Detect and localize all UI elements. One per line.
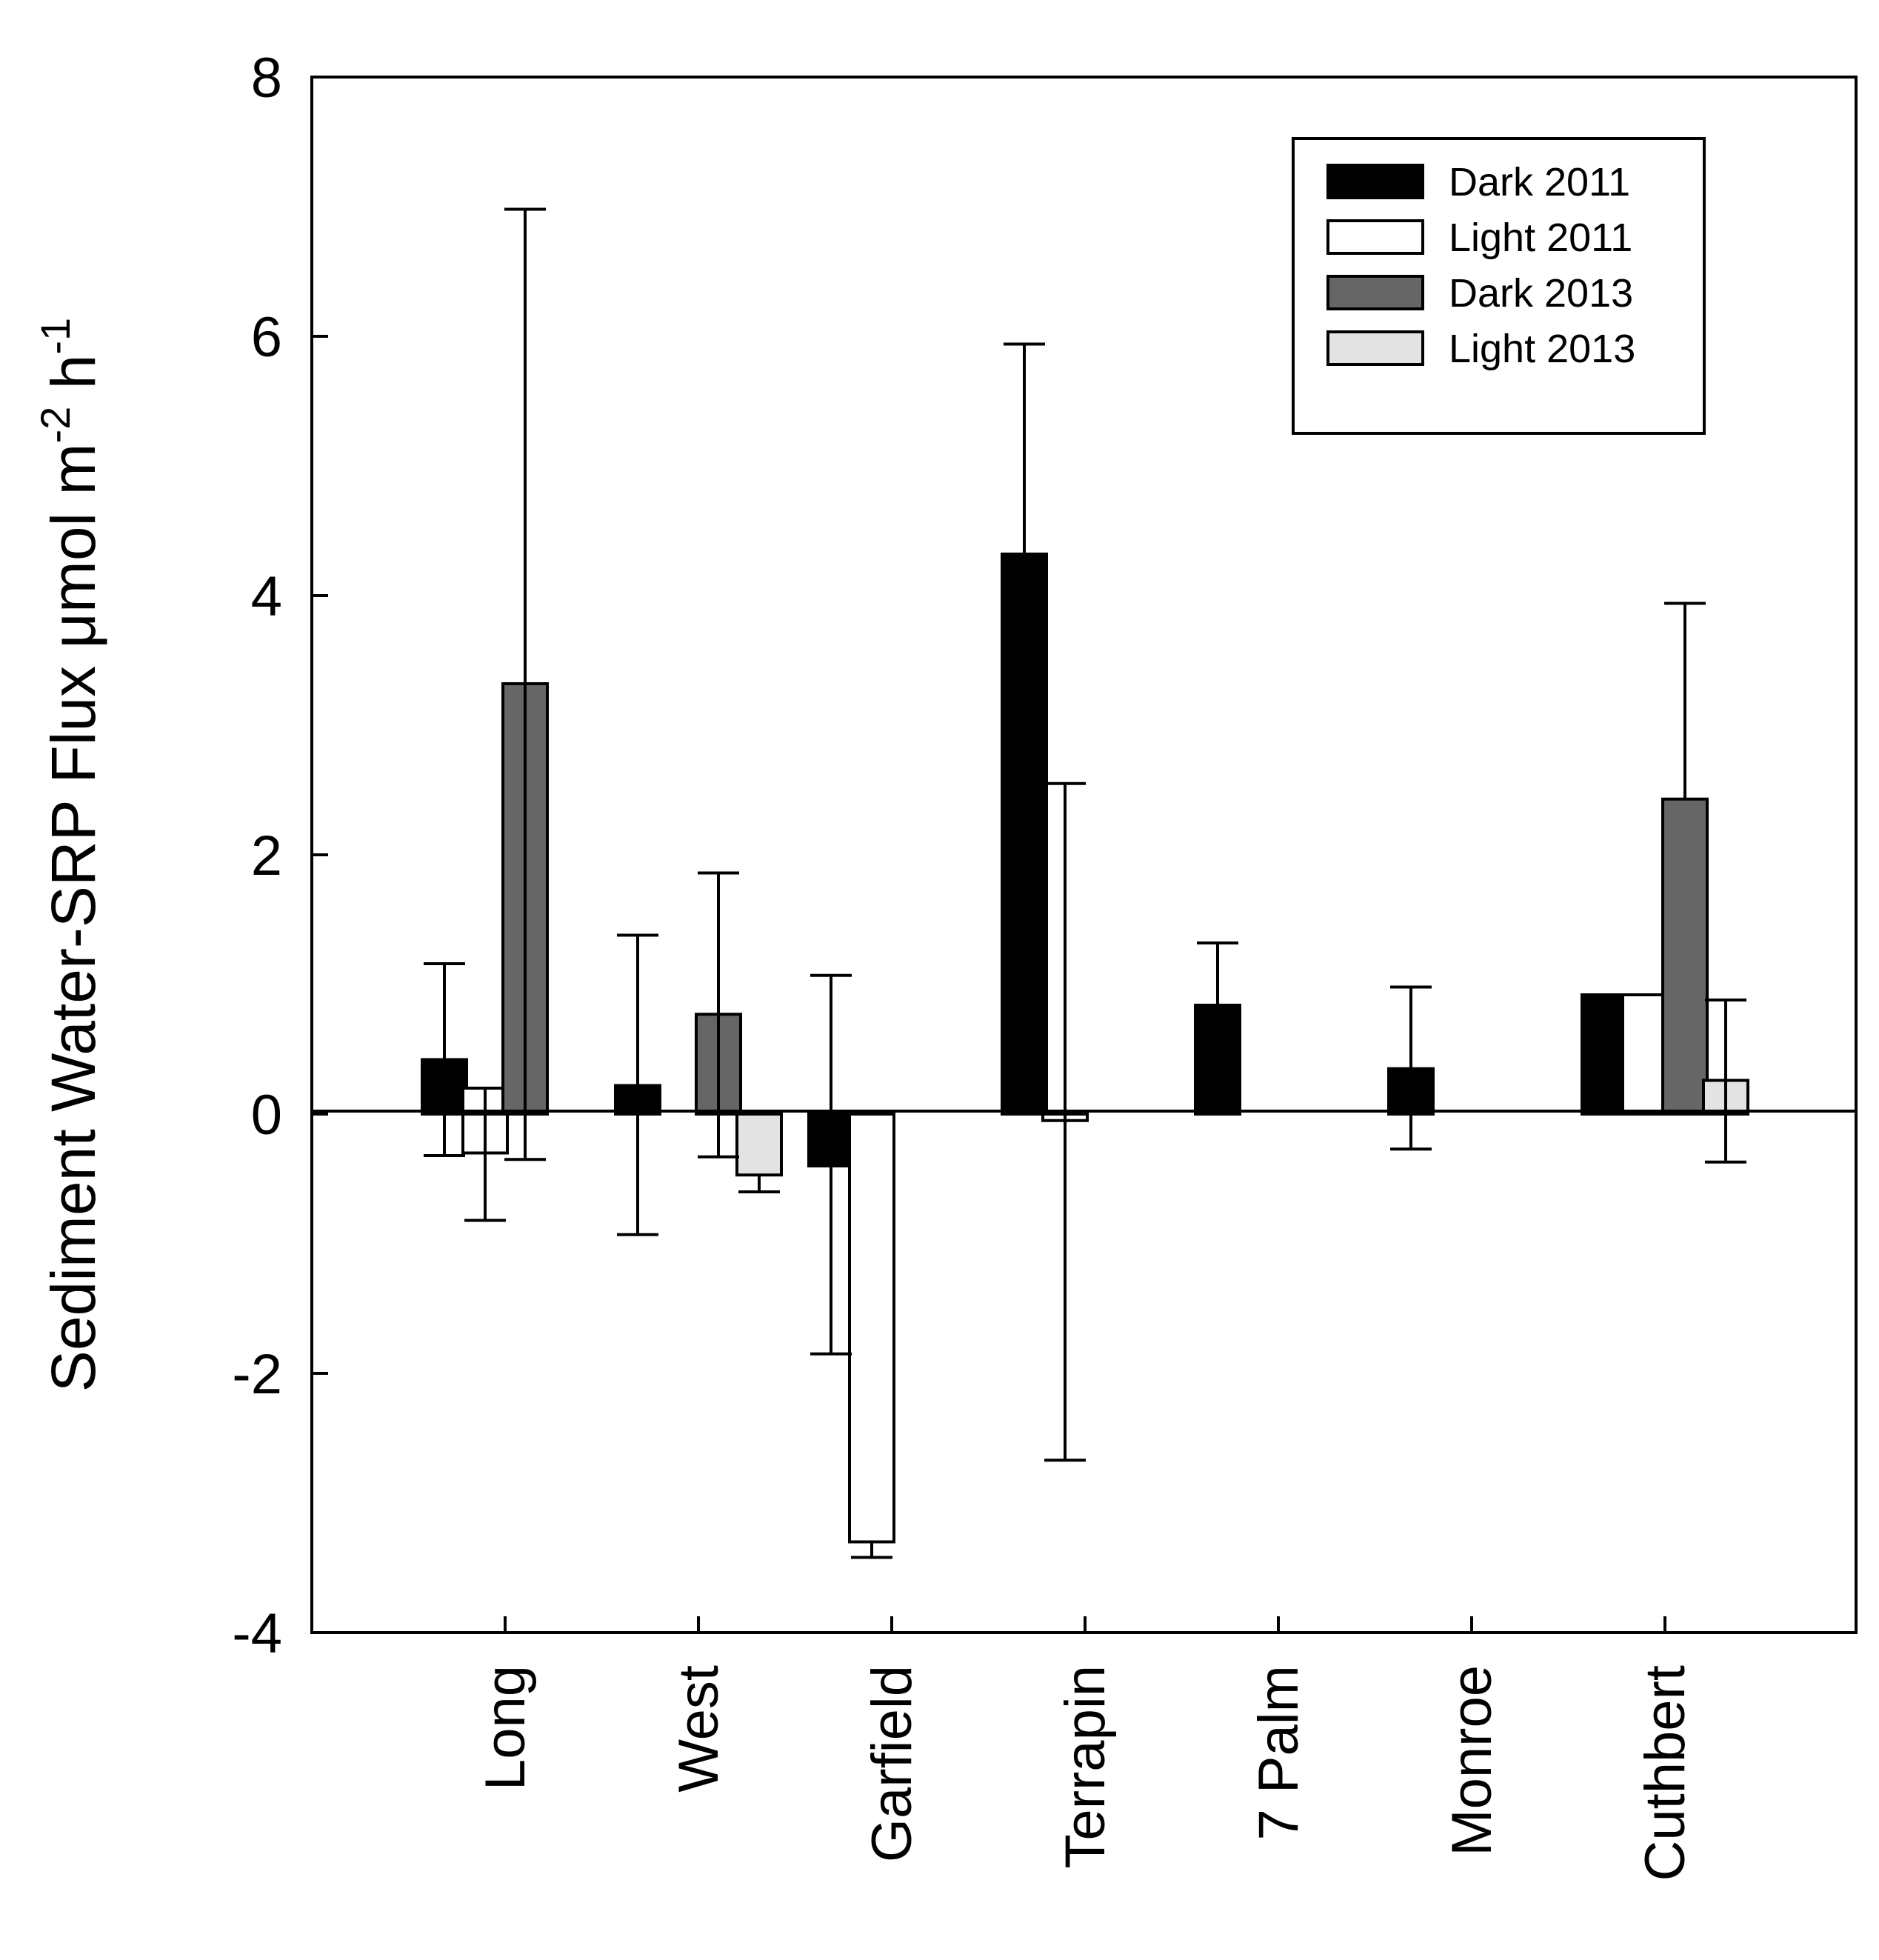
legend-label: Dark 2013 xyxy=(1449,271,1633,316)
y-title-unit2: h xyxy=(39,355,108,407)
bar xyxy=(1621,993,1669,1116)
legend: Dark 2011 Light 2011 Dark 2013 Light 2013 xyxy=(1292,137,1706,435)
y-tick-label: 4 xyxy=(251,565,282,628)
y-tick-label: -4 xyxy=(232,1602,282,1665)
legend-swatch xyxy=(1326,164,1424,199)
y-axis-title: Sediment Water-SRP Flux μmol m-2 h-1 xyxy=(32,318,108,1392)
y-tick-label: 8 xyxy=(251,47,282,110)
x-category-label: Cuthbert xyxy=(1634,1665,1697,1881)
x-axis: Long West Garfield Terrapin 7 Palm Monroe Cuth… xyxy=(474,1616,1697,1881)
error-bars-layer xyxy=(424,207,1746,1559)
legend-label: Dark 2011 xyxy=(1449,160,1630,204)
y-title-unit1: mol m xyxy=(39,443,108,613)
y-tick-label: 2 xyxy=(251,824,282,887)
bar xyxy=(848,1113,895,1544)
bar xyxy=(735,1113,783,1177)
legend-label: Light 2011 xyxy=(1449,216,1632,260)
x-category-label: West xyxy=(667,1665,730,1793)
x-category-label: Monroe xyxy=(1441,1665,1503,1856)
legend-swatch xyxy=(1326,219,1424,255)
bar xyxy=(1194,1004,1241,1116)
legend-swatch xyxy=(1326,330,1424,366)
y-title-sup1: -2 xyxy=(32,407,79,444)
x-category-label: Terrapin xyxy=(1054,1665,1117,1869)
y-tick-label: 6 xyxy=(251,306,282,369)
x-category-label: Long xyxy=(474,1665,537,1790)
legend-swatch xyxy=(1326,275,1424,310)
y-tick-label: -2 xyxy=(232,1343,282,1406)
y-title-main: Sediment Water-SRP Flux xyxy=(39,649,108,1393)
y-axis: -4 -2 0 2 4 6 8 xyxy=(232,47,328,1665)
y-tick-label: 0 xyxy=(251,1084,282,1147)
bar xyxy=(1581,993,1628,1116)
x-category-label: 7 Palm xyxy=(1247,1665,1310,1841)
y-title-sup2: -1 xyxy=(32,318,79,355)
bars-layer xyxy=(421,553,1749,1544)
bar xyxy=(1001,553,1048,1116)
legend-label: Light 2013 xyxy=(1449,327,1635,371)
x-category-label: Garfield xyxy=(861,1665,924,1862)
y-title-mu: μ xyxy=(39,613,108,648)
bar xyxy=(1661,797,1709,1116)
